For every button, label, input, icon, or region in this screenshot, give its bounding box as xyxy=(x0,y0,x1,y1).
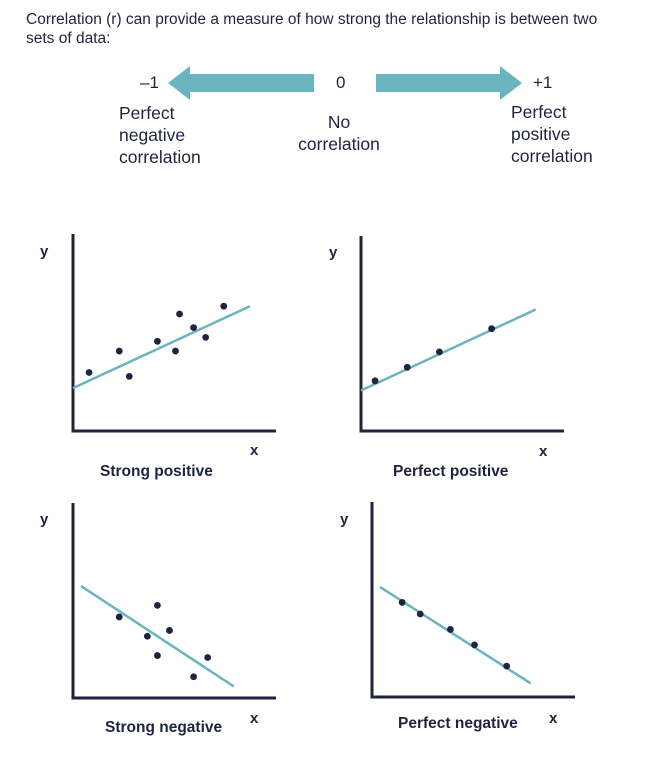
data-point xyxy=(115,347,123,355)
fit-line xyxy=(72,305,251,390)
data-point xyxy=(398,599,406,606)
fit-line xyxy=(80,585,235,688)
data-point xyxy=(220,302,228,310)
data-point xyxy=(416,610,424,618)
data-point xyxy=(154,652,161,659)
scale-value-right: +1 xyxy=(533,73,553,92)
plot-caption: Perfect positive xyxy=(393,463,509,480)
data-point xyxy=(190,673,197,681)
scale-desc-right-line: correlation xyxy=(511,146,593,166)
scale-desc-right: Perfect positive correlation xyxy=(511,101,593,167)
scale-desc-left-line: Perfect xyxy=(119,103,175,123)
scale-desc-center-line: No xyxy=(327,112,351,132)
data-point xyxy=(154,337,161,345)
x-axis-label: x xyxy=(250,442,259,459)
data-point xyxy=(403,363,411,371)
data-point xyxy=(435,348,443,356)
x-axis-label: x xyxy=(250,710,259,727)
left-arrow-shape xyxy=(168,66,314,100)
scale-desc-center-line: correlation xyxy=(298,134,380,154)
axes xyxy=(370,502,575,699)
plot-caption: Perfect negative xyxy=(398,715,518,732)
scale-desc-right-line: Perfect xyxy=(511,102,567,122)
data-point xyxy=(446,626,454,633)
data-point xyxy=(371,377,379,385)
data-point xyxy=(488,325,496,333)
data-point xyxy=(115,613,123,621)
data-point xyxy=(172,347,179,355)
plot-caption: Strong positive xyxy=(100,463,213,480)
right-arrow xyxy=(376,66,522,100)
data-point xyxy=(125,373,133,380)
data-point xyxy=(143,632,151,640)
plot-caption: Strong negative xyxy=(105,719,223,736)
data-point xyxy=(166,627,173,634)
scale-desc-left-line: correlation xyxy=(119,147,201,167)
scale-desc-center: No correlation xyxy=(290,111,388,155)
plot-perfect-positive xyxy=(359,236,564,433)
scale-desc-right-line: positive xyxy=(511,124,571,144)
y-axis-label: y xyxy=(329,244,338,261)
right-arrow-shape xyxy=(376,66,522,100)
data-point xyxy=(471,641,478,649)
data-point xyxy=(202,334,210,341)
scale-value-center: 0 xyxy=(336,73,346,92)
x-axis-label: x xyxy=(549,710,558,727)
scale-value-left: –1 xyxy=(140,73,159,92)
data-point xyxy=(190,324,197,332)
axes xyxy=(71,234,276,433)
scale-desc-left-line: negative xyxy=(119,125,186,145)
x-axis-label: x xyxy=(539,443,548,460)
scale-desc-left: Perfect negative correlation xyxy=(119,102,201,168)
data-point xyxy=(85,369,93,376)
left-arrow xyxy=(168,66,314,100)
fit-line xyxy=(360,308,537,392)
data-point xyxy=(176,310,183,318)
plot-strong-positive xyxy=(71,234,276,433)
axes xyxy=(359,236,564,433)
data-point xyxy=(503,662,511,670)
y-axis-label: y xyxy=(40,243,49,260)
data-point xyxy=(204,654,212,661)
y-axis-label: y xyxy=(340,511,349,528)
y-axis-label: y xyxy=(40,511,49,528)
data-point xyxy=(154,601,161,609)
axes xyxy=(71,503,276,700)
plot-strong-negative xyxy=(71,503,276,700)
plot-perfect-negative xyxy=(370,502,575,699)
intro-text: Correlation (r) can provide a measure of… xyxy=(26,11,598,47)
